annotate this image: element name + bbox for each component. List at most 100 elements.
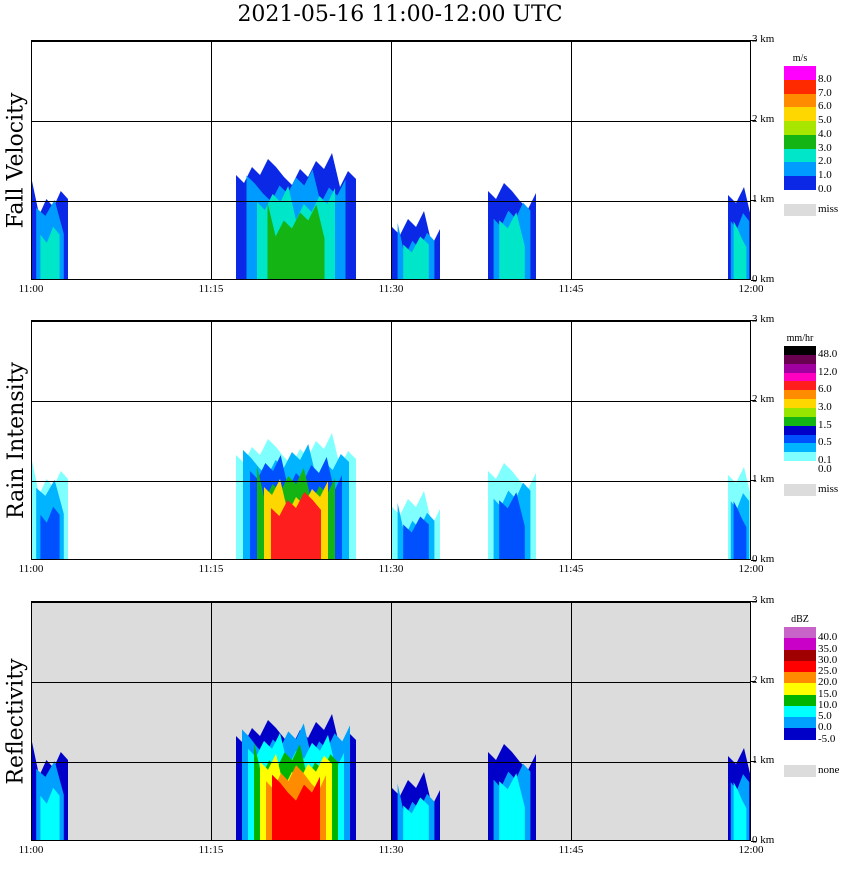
legend-swatch xyxy=(784,728,816,741)
legend-label: 6.0 xyxy=(818,100,832,113)
legend-swatch xyxy=(784,443,816,453)
legend-swatch xyxy=(784,416,816,426)
legend-swatch xyxy=(784,134,816,149)
y-tick-label: 2 km xyxy=(752,393,775,405)
y-tick-mark xyxy=(751,40,756,41)
gridline-v xyxy=(211,602,212,840)
legend-swatch xyxy=(784,484,816,496)
legend-swatch xyxy=(784,372,816,382)
legend-swatch xyxy=(784,399,816,409)
y-tick-label: 0 km xyxy=(752,834,775,846)
x-tick-label: 11:45 xyxy=(558,844,584,856)
legend-swatch xyxy=(784,204,816,216)
legend-swatch xyxy=(784,176,816,191)
legend-units: m/s xyxy=(792,53,808,64)
y-tick-label: 2 km xyxy=(752,113,775,125)
echo-region-1-layer-6 xyxy=(272,774,320,840)
echo-layer xyxy=(32,714,750,840)
legend-swatch xyxy=(784,425,816,435)
x-tick-label: 11:00 xyxy=(18,283,44,295)
y-tick-mark xyxy=(751,601,756,602)
legend-swatch xyxy=(784,649,816,662)
gridline-v xyxy=(571,321,572,559)
legend-swatch xyxy=(784,765,816,777)
legend-swatch xyxy=(784,363,816,373)
panel-reflectivity: Reflectivity 0 km 1 km 2 km 3 km 11:00 11:15 11… xyxy=(0,594,850,891)
gridline-v xyxy=(211,321,212,559)
legend-label: 15.0 xyxy=(818,687,838,700)
legend-label: 1.5 xyxy=(818,418,832,431)
echo-region-2-layer-2 xyxy=(403,797,429,840)
legend-swatch xyxy=(784,739,816,752)
legend-label: 48.0 xyxy=(818,347,838,360)
panel-fall-velocity: Fall Velocity 0 km 1 km 2 km 3 km 11:00 11:15 1… xyxy=(0,33,850,330)
plot-area xyxy=(31,40,751,280)
y-axis-label-text: Reflectivity xyxy=(3,657,29,785)
legend-swatch xyxy=(784,705,816,718)
y-tick-label: 1 km xyxy=(752,193,775,205)
legend-swatch xyxy=(784,408,816,417)
legend-label: 3.0 xyxy=(818,401,832,413)
plot-area xyxy=(31,601,751,841)
echo-region-3-layer-2 xyxy=(499,492,525,559)
gridline-v xyxy=(391,602,392,840)
y-tick-label: 3 km xyxy=(752,313,775,325)
legend-label: 5.0 xyxy=(818,710,832,723)
legend-swatch xyxy=(784,683,816,696)
legend-label: 0.0 xyxy=(818,463,832,475)
legend-label: 6.0 xyxy=(818,383,832,396)
legend-units: dBZ xyxy=(791,614,809,625)
legend-label: 40.0 xyxy=(818,631,838,644)
echo-region-0-layer-2 xyxy=(40,787,60,840)
legend-label: 30.0 xyxy=(818,653,838,666)
legend-label: 0.0 xyxy=(818,183,832,195)
legend-swatch xyxy=(784,162,816,177)
x-tick-label: 11:15 xyxy=(198,563,224,575)
x-tick-label: 11:45 xyxy=(558,283,584,295)
legend-swatch xyxy=(784,672,816,685)
legend-swatch xyxy=(784,93,816,108)
legend-label: 25.0 xyxy=(818,665,838,678)
x-tick-label: 12:00 xyxy=(738,283,764,295)
gridline-v xyxy=(391,321,392,559)
legend-swatch xyxy=(784,66,816,80)
echo-region-1-layer-3 xyxy=(267,202,325,279)
y-tick-label: 2 km xyxy=(752,674,775,686)
legend-label: 8.0 xyxy=(818,72,832,85)
x-tick-label: 11:00 xyxy=(18,563,44,575)
legend-swatch xyxy=(784,694,816,707)
legend-label: 3.0 xyxy=(818,141,832,154)
legend-swatch xyxy=(784,346,816,355)
plot-area xyxy=(31,320,751,560)
y-tick-mark xyxy=(751,320,756,321)
legend-label: 7.0 xyxy=(818,86,832,99)
gridline-v xyxy=(391,41,392,279)
legend-label: 2.0 xyxy=(818,155,832,168)
legend-swatch xyxy=(784,434,816,444)
y-tick-mark xyxy=(751,560,756,561)
x-tick-label: 12:00 xyxy=(738,563,764,575)
y-tick-mark xyxy=(751,280,756,281)
x-tick-label: 11:00 xyxy=(18,844,44,856)
y-tick-mark xyxy=(751,841,756,842)
echo-region-3-layer-2 xyxy=(499,212,525,279)
legend-swatch xyxy=(784,660,816,673)
legend-label: miss xyxy=(818,483,839,495)
echo-region-2-layer-2 xyxy=(403,236,429,279)
y-tick-label: 3 km xyxy=(752,33,775,45)
chart-title: 2021-05-16 11:00-12:00 UTC xyxy=(237,2,563,27)
x-tick-label: 11:15 xyxy=(198,283,224,295)
legend-label: 20.0 xyxy=(818,676,838,689)
panel-rain-intensity: Rain Intensity 0 km 1 km 2 km 3 km 11:00 11:15… xyxy=(0,313,850,610)
y-tick-mark xyxy=(751,120,756,121)
legend-swatch xyxy=(784,79,816,94)
legend-swatch xyxy=(784,452,816,462)
echo-region-4-layer-2 xyxy=(733,221,747,279)
x-tick-label: 11:30 xyxy=(378,844,404,856)
legend-label: 4.0 xyxy=(818,127,832,140)
y-tick-mark xyxy=(751,400,756,401)
y-axis-label-text: Rain Intensity xyxy=(3,361,29,519)
y-axis-label-text: Fall Velocity xyxy=(3,92,29,228)
y-tick-label: 3 km xyxy=(752,594,775,606)
echo-region-2-layer-2 xyxy=(403,516,429,559)
